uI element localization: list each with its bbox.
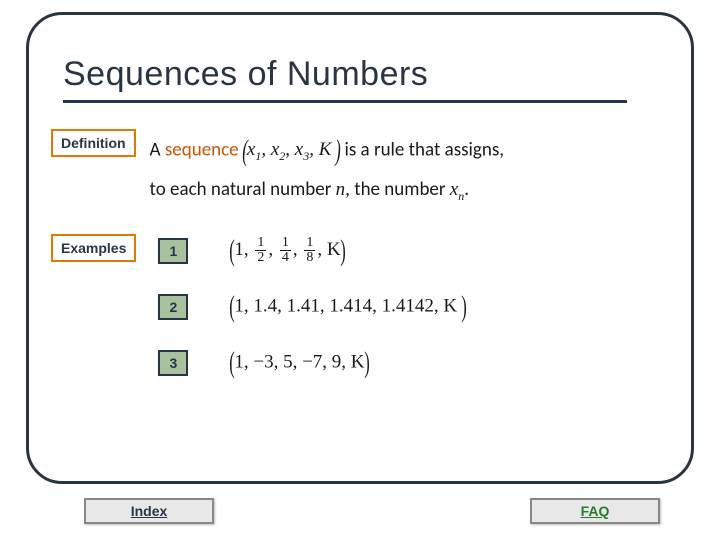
definition-label: Definition: [51, 129, 136, 157]
def-line2-post: the number: [350, 178, 450, 201]
paren-close: ): [340, 234, 346, 268]
examples-section: Examples 1 (1, 12, 14, 18, K) 2 (1, 1.4,…: [51, 234, 657, 402]
definition-text: A sequence (x1, x2, x3, K ) is a rule th…: [150, 127, 657, 206]
paren-close: ): [461, 290, 467, 324]
paren-open: (: [242, 127, 248, 175]
def-post1: is a rule that assigns,: [340, 138, 504, 161]
example-content: 1, 1.4, 1.41, 1.414, 1.4142, K: [234, 295, 457, 316]
example-math-2: (1, 1.4, 1.41, 1.414, 1.4142, K ): [230, 290, 465, 324]
examples-label: Examples: [51, 234, 136, 262]
paren-open: (: [230, 346, 236, 380]
example-num-box: 2: [158, 294, 188, 320]
example-row: 2 (1, 1.4, 1.41, 1.414, 1.4142, K ): [158, 290, 465, 324]
paren-open: (: [230, 234, 236, 268]
definition-row: Definition A sequence (x1, x2, x3, K ) i…: [51, 127, 657, 206]
def-line2-end: .: [464, 178, 469, 201]
index-button[interactable]: Index: [84, 498, 214, 524]
example-num-box: 1: [158, 238, 188, 264]
content-area: Definition A sequence (x1, x2, x3, K ) i…: [29, 103, 691, 402]
def-line2-pre: to each natural number: [150, 178, 336, 201]
page-title: Sequences of Numbers: [63, 55, 657, 94]
example-content: 1, −3, 5, −7, 9, K: [234, 351, 364, 372]
paren-close: ): [335, 127, 341, 175]
example-math-1: (1, 12, 14, 18, K): [230, 234, 344, 268]
example-row: 3 (1, −3, 5, −7, 9, K): [158, 346, 465, 380]
paren-close: ): [364, 346, 370, 380]
def-tuple: (x1, x2, x3, K ): [243, 139, 340, 160]
examples-list: 1 (1, 12, 14, 18, K) 2 (1, 1.4, 1.41, 1.…: [158, 234, 465, 402]
example-num-box: 3: [158, 350, 188, 376]
def-pre: A: [150, 138, 165, 161]
example-row: 1 (1, 12, 14, 18, K): [158, 234, 465, 268]
example-content: 1, 12, 14, 18, K: [234, 239, 340, 260]
faq-button[interactable]: FAQ: [530, 498, 660, 524]
def-highlight: sequence: [165, 138, 243, 161]
paren-open: (: [230, 290, 236, 324]
example-math-3: (1, −3, 5, −7, 9, K): [230, 346, 368, 380]
slide-frame: Sequences of Numbers Definition A sequen…: [26, 12, 694, 484]
